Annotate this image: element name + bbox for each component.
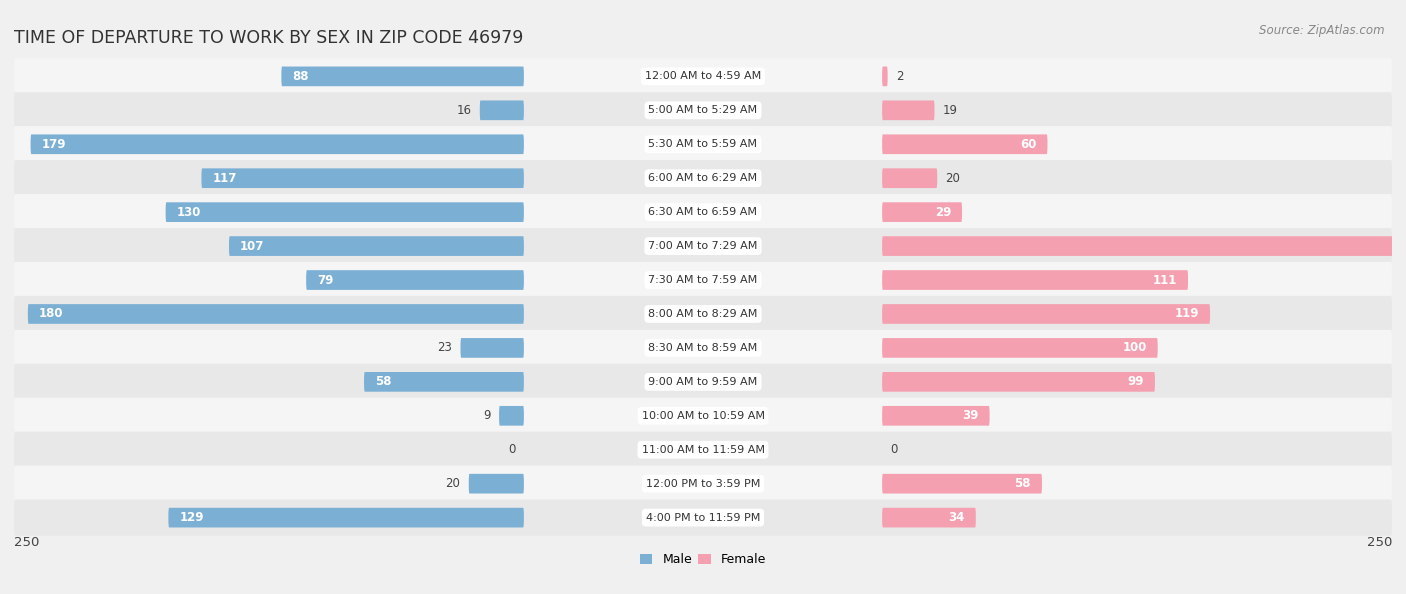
Text: 20: 20 — [945, 172, 960, 185]
Text: 107: 107 — [240, 239, 264, 252]
Text: 5:30 AM to 5:59 AM: 5:30 AM to 5:59 AM — [648, 139, 758, 149]
FancyBboxPatch shape — [882, 67, 887, 86]
Text: Source: ZipAtlas.com: Source: ZipAtlas.com — [1260, 24, 1385, 37]
FancyBboxPatch shape — [14, 194, 1392, 230]
Text: 23: 23 — [437, 342, 453, 355]
Text: 180: 180 — [39, 308, 63, 321]
FancyBboxPatch shape — [882, 372, 1154, 391]
Text: 16: 16 — [457, 104, 471, 117]
Text: 111: 111 — [1153, 273, 1177, 286]
FancyBboxPatch shape — [882, 168, 938, 188]
Text: 12:00 PM to 3:59 PM: 12:00 PM to 3:59 PM — [645, 479, 761, 489]
FancyBboxPatch shape — [479, 100, 524, 120]
FancyBboxPatch shape — [14, 330, 1392, 366]
FancyBboxPatch shape — [882, 236, 1406, 256]
Text: 130: 130 — [177, 206, 201, 219]
FancyBboxPatch shape — [14, 92, 1392, 128]
FancyBboxPatch shape — [166, 203, 524, 222]
FancyBboxPatch shape — [882, 203, 962, 222]
Text: 58: 58 — [375, 375, 391, 388]
FancyBboxPatch shape — [364, 372, 524, 391]
Text: 99: 99 — [1128, 375, 1144, 388]
FancyBboxPatch shape — [882, 270, 1188, 290]
FancyBboxPatch shape — [307, 270, 524, 290]
FancyBboxPatch shape — [468, 474, 524, 494]
FancyBboxPatch shape — [882, 406, 990, 426]
FancyBboxPatch shape — [14, 160, 1392, 196]
FancyBboxPatch shape — [882, 134, 1047, 154]
Text: 19: 19 — [943, 104, 957, 117]
FancyBboxPatch shape — [14, 398, 1392, 434]
Text: 0: 0 — [508, 443, 516, 456]
Text: 8:00 AM to 8:29 AM: 8:00 AM to 8:29 AM — [648, 309, 758, 319]
Text: 11:00 AM to 11:59 AM: 11:00 AM to 11:59 AM — [641, 445, 765, 455]
FancyBboxPatch shape — [882, 304, 1211, 324]
Text: 179: 179 — [42, 138, 66, 151]
Text: 10:00 AM to 10:59 AM: 10:00 AM to 10:59 AM — [641, 411, 765, 421]
FancyBboxPatch shape — [882, 474, 1042, 494]
Text: 5:00 AM to 5:29 AM: 5:00 AM to 5:29 AM — [648, 105, 758, 115]
Text: 117: 117 — [212, 172, 236, 185]
FancyBboxPatch shape — [14, 262, 1392, 298]
FancyBboxPatch shape — [461, 338, 524, 358]
Text: 119: 119 — [1174, 308, 1199, 321]
Text: 6:30 AM to 6:59 AM: 6:30 AM to 6:59 AM — [648, 207, 758, 217]
Text: 129: 129 — [180, 511, 204, 524]
Text: 20: 20 — [446, 477, 461, 490]
Legend: Male, Female: Male, Female — [636, 548, 770, 571]
FancyBboxPatch shape — [882, 508, 976, 527]
FancyBboxPatch shape — [882, 338, 1157, 358]
FancyBboxPatch shape — [14, 126, 1392, 162]
Text: 60: 60 — [1021, 138, 1036, 151]
Text: 58: 58 — [1015, 477, 1031, 490]
Text: 34: 34 — [949, 511, 965, 524]
FancyBboxPatch shape — [14, 466, 1392, 502]
FancyBboxPatch shape — [31, 134, 524, 154]
FancyBboxPatch shape — [169, 508, 524, 527]
FancyBboxPatch shape — [14, 296, 1392, 332]
Text: 0: 0 — [890, 443, 898, 456]
FancyBboxPatch shape — [201, 168, 524, 188]
Text: 4:00 PM to 11:59 PM: 4:00 PM to 11:59 PM — [645, 513, 761, 523]
FancyBboxPatch shape — [14, 228, 1392, 264]
Text: 100: 100 — [1122, 342, 1147, 355]
Text: 7:30 AM to 7:59 AM: 7:30 AM to 7:59 AM — [648, 275, 758, 285]
FancyBboxPatch shape — [499, 406, 524, 426]
Text: 9: 9 — [484, 409, 491, 422]
FancyBboxPatch shape — [14, 500, 1392, 536]
Text: TIME OF DEPARTURE TO WORK BY SEX IN ZIP CODE 46979: TIME OF DEPARTURE TO WORK BY SEX IN ZIP … — [14, 29, 523, 47]
Text: 6:00 AM to 6:29 AM: 6:00 AM to 6:29 AM — [648, 173, 758, 183]
Text: 7:00 AM to 7:29 AM: 7:00 AM to 7:29 AM — [648, 241, 758, 251]
Text: 2: 2 — [896, 70, 904, 83]
Text: 39: 39 — [962, 409, 979, 422]
FancyBboxPatch shape — [229, 236, 524, 256]
FancyBboxPatch shape — [14, 432, 1392, 468]
Text: 9:00 AM to 9:59 AM: 9:00 AM to 9:59 AM — [648, 377, 758, 387]
Text: 250: 250 — [14, 536, 39, 549]
Text: 8:30 AM to 8:59 AM: 8:30 AM to 8:59 AM — [648, 343, 758, 353]
Text: 29: 29 — [935, 206, 950, 219]
Text: 79: 79 — [318, 273, 333, 286]
FancyBboxPatch shape — [281, 67, 524, 86]
FancyBboxPatch shape — [14, 364, 1392, 400]
Text: 88: 88 — [292, 70, 309, 83]
Text: 250: 250 — [1367, 536, 1392, 549]
FancyBboxPatch shape — [28, 304, 524, 324]
FancyBboxPatch shape — [882, 100, 935, 120]
FancyBboxPatch shape — [14, 58, 1392, 94]
Text: 12:00 AM to 4:59 AM: 12:00 AM to 4:59 AM — [645, 71, 761, 81]
